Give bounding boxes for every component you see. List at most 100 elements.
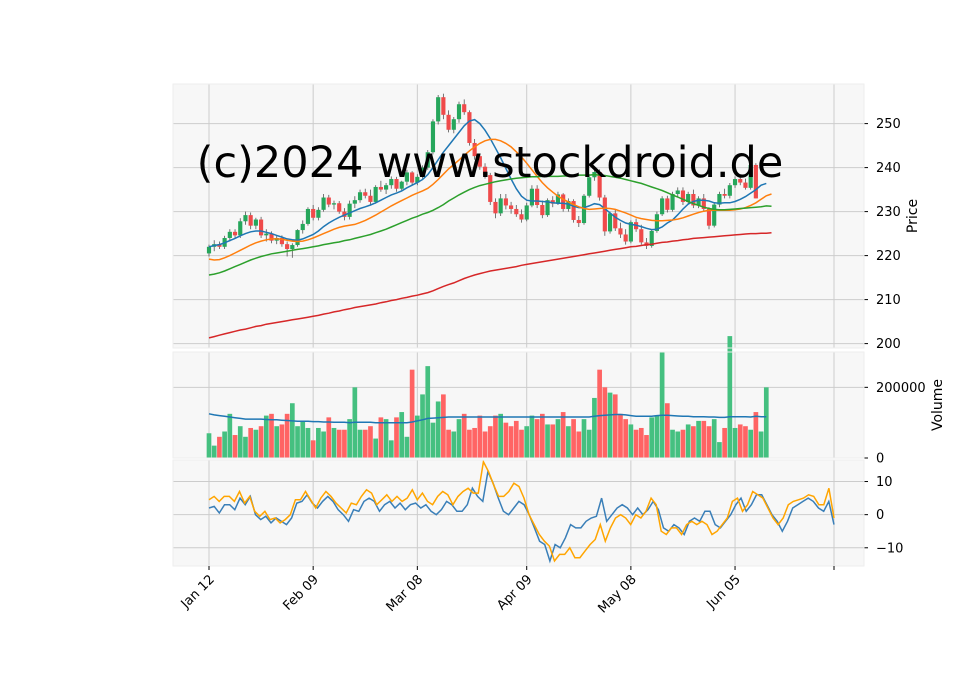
- candle-down: [472, 142, 477, 157]
- volume-bar-up: [670, 429, 675, 458]
- candle-up: [295, 230, 300, 246]
- volume-bar-down: [441, 394, 446, 458]
- volume-bar-down: [342, 429, 347, 458]
- candle-down: [665, 198, 670, 210]
- candle-up: [347, 203, 352, 217]
- candle-up: [451, 119, 456, 130]
- volume-bar-up: [383, 419, 389, 458]
- volume-bar-up: [727, 336, 733, 458]
- oscillator-y-tick-label: 10: [876, 475, 893, 490]
- candle-down: [561, 194, 566, 209]
- oscillator-panel-border: [172, 459, 865, 567]
- candle-down: [311, 208, 316, 218]
- candle-up: [290, 245, 295, 249]
- volume-bar-up: [331, 427, 337, 458]
- candle-up: [373, 186, 378, 202]
- candle-up: [529, 188, 534, 206]
- x-tick-label: Jan 12: [178, 572, 218, 612]
- price-ma_long-line: [208, 231, 772, 339]
- volume-bar-up: [748, 429, 754, 458]
- candle-down: [743, 182, 748, 188]
- volume-bar-up: [435, 401, 441, 458]
- candle-down: [410, 172, 415, 183]
- candle-up: [352, 200, 357, 204]
- volume-bar-up: [206, 433, 212, 458]
- candle-down: [576, 219, 581, 224]
- candle-up: [253, 219, 258, 226]
- candle-up: [566, 201, 571, 209]
- price-y-tick-label: 230: [876, 205, 901, 220]
- candle-down: [493, 201, 498, 214]
- volume-bar-up: [654, 415, 660, 458]
- candle-down: [217, 244, 222, 247]
- volume-bar-down: [336, 429, 342, 458]
- candle-up: [686, 194, 691, 202]
- candle-down: [602, 197, 607, 232]
- volume-bar-up: [586, 429, 592, 458]
- volume-bar-down: [633, 429, 639, 458]
- volume-bar-up: [289, 403, 295, 458]
- volume-bar-down: [743, 426, 748, 458]
- candle-down: [285, 244, 290, 249]
- candle-down: [701, 198, 706, 209]
- candle-down: [550, 200, 555, 204]
- volume-bar-up: [545, 424, 550, 458]
- volume-bar-up: [388, 440, 394, 458]
- candle-up: [399, 181, 404, 189]
- candle-up: [331, 203, 337, 205]
- volume-bar-down: [269, 413, 274, 458]
- oscillator-osc_signal-line: [208, 459, 835, 563]
- candle-down: [269, 233, 274, 241]
- candle-down: [446, 114, 451, 130]
- candle-down: [378, 186, 383, 190]
- x-tick-label: Feb 09: [280, 572, 322, 614]
- candle-down: [248, 215, 253, 226]
- watermark-text: (c)2024 www.stockdroid.de: [197, 138, 784, 188]
- volume-bar-up: [685, 424, 691, 458]
- candle-down: [706, 208, 712, 226]
- volume-bar-down: [279, 424, 285, 458]
- volume-bar-down: [394, 417, 399, 458]
- volume-panel-border: [172, 351, 865, 459]
- volume-bar-down: [493, 415, 498, 458]
- candle-down: [753, 164, 758, 199]
- candle-down: [363, 192, 368, 196]
- candle-up: [436, 97, 441, 122]
- candle-down: [467, 112, 472, 143]
- volume-bar-up: [357, 429, 363, 458]
- volume-bar-down: [467, 429, 472, 458]
- price-y-tick-label: 250: [876, 117, 901, 132]
- volume-y-tick-label: 200000: [876, 381, 926, 396]
- volume-average-line: [208, 413, 767, 424]
- volume-bar-down: [503, 422, 509, 458]
- candle-up: [420, 167, 425, 177]
- volume-bar-down: [258, 426, 264, 458]
- price-axis-label: Price: [905, 199, 921, 233]
- volume-bar-down: [706, 426, 712, 458]
- candle-up: [670, 194, 675, 210]
- candle-up: [384, 185, 389, 190]
- candle-down: [623, 234, 628, 242]
- volume-bar-down: [539, 413, 545, 458]
- candle-up: [264, 233, 269, 236]
- volume-bar-down: [519, 429, 524, 458]
- volume-bar-up: [529, 415, 535, 458]
- volume-bar-down: [550, 424, 556, 458]
- candle-up: [305, 208, 311, 224]
- price-y-tick-label: 240: [876, 161, 901, 176]
- candle-down: [571, 201, 576, 220]
- volume-y-tick-label: 0: [876, 452, 884, 467]
- volume-bar-up: [237, 426, 243, 458]
- volume-bar-down: [472, 427, 477, 458]
- candle-up: [243, 215, 248, 222]
- volume-bar-up: [659, 352, 665, 458]
- candle-down: [394, 179, 399, 189]
- volume-bar-up: [347, 419, 352, 458]
- volume-bar-down: [326, 417, 332, 458]
- volume-bar-down: [618, 413, 623, 458]
- volume-bar-down: [232, 435, 238, 458]
- candle-down: [326, 197, 331, 205]
- volume-bar-up: [373, 438, 379, 458]
- candle-down: [680, 190, 686, 202]
